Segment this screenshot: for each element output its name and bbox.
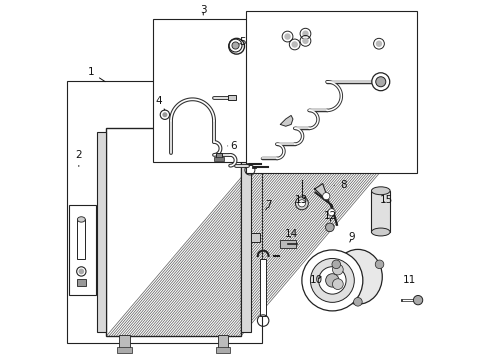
Circle shape	[325, 274, 338, 287]
Circle shape	[284, 33, 290, 40]
Circle shape	[327, 209, 335, 216]
Text: 8: 8	[333, 180, 346, 190]
Circle shape	[318, 267, 346, 294]
Bar	[117, 347, 131, 353]
Ellipse shape	[333, 249, 382, 304]
Bar	[67, 81, 262, 343]
Ellipse shape	[77, 217, 85, 222]
Circle shape	[322, 193, 329, 200]
Circle shape	[162, 112, 167, 117]
Circle shape	[231, 42, 239, 49]
Ellipse shape	[371, 187, 389, 195]
Bar	[69, 205, 96, 295]
Circle shape	[331, 260, 340, 269]
Text: 3: 3	[200, 5, 206, 15]
Bar	[228, 95, 236, 100]
Circle shape	[325, 223, 333, 231]
Text: 5: 5	[239, 37, 245, 47]
Bar	[119, 335, 129, 348]
Bar	[246, 12, 416, 173]
Circle shape	[298, 200, 305, 207]
Bar	[77, 279, 86, 286]
Bar	[106, 128, 241, 336]
Text: 11: 11	[402, 275, 415, 285]
Text: 6: 6	[227, 141, 237, 151]
Circle shape	[310, 258, 354, 302]
Polygon shape	[280, 116, 292, 126]
Circle shape	[291, 41, 297, 48]
Bar	[371, 191, 389, 232]
Circle shape	[412, 296, 422, 305]
Text: 13: 13	[295, 195, 308, 205]
Text: 2: 2	[75, 150, 82, 166]
Circle shape	[295, 197, 308, 210]
Text: 1: 1	[87, 67, 105, 82]
Circle shape	[228, 39, 242, 52]
Bar	[250, 233, 259, 242]
Circle shape	[374, 260, 383, 269]
Text: 9: 9	[348, 232, 355, 242]
Circle shape	[371, 73, 389, 91]
Circle shape	[332, 279, 343, 289]
Bar	[77, 220, 85, 259]
Polygon shape	[314, 184, 336, 225]
Text: 4: 4	[156, 96, 164, 110]
Text: 14: 14	[284, 229, 297, 239]
Circle shape	[375, 77, 385, 87]
Bar	[280, 240, 296, 248]
Bar	[214, 157, 223, 161]
Bar	[217, 335, 228, 348]
Bar	[106, 128, 241, 336]
Bar	[241, 132, 250, 332]
Circle shape	[302, 31, 308, 37]
Circle shape	[332, 264, 343, 275]
Bar	[215, 347, 230, 353]
Circle shape	[375, 41, 382, 47]
Text: 12: 12	[323, 211, 337, 221]
Bar	[97, 132, 106, 332]
Bar	[153, 19, 258, 162]
Text: 7: 7	[265, 200, 272, 210]
Bar	[260, 259, 265, 316]
Bar	[215, 153, 222, 159]
Ellipse shape	[371, 228, 389, 236]
Text: 15: 15	[379, 195, 392, 205]
Circle shape	[301, 250, 362, 311]
Circle shape	[78, 269, 84, 274]
Text: 10: 10	[309, 275, 322, 285]
Circle shape	[302, 38, 308, 44]
Circle shape	[353, 297, 362, 306]
